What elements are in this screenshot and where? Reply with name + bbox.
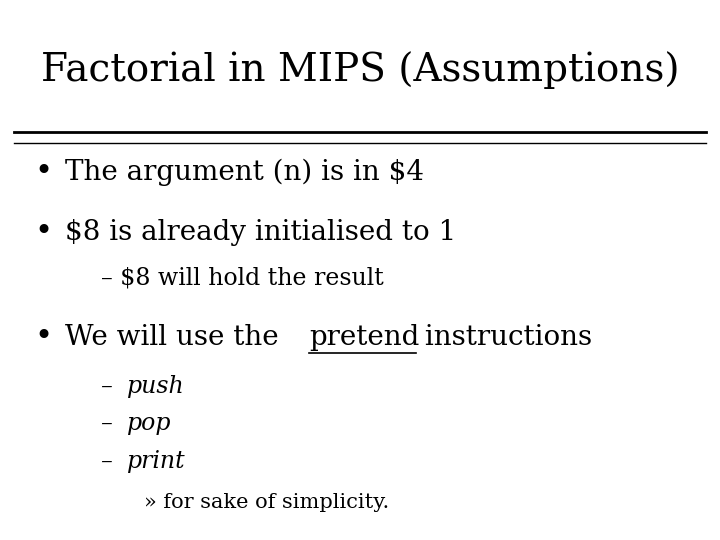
Text: The argument (n) is in $4: The argument (n) is in $4 [65, 159, 424, 186]
Text: » for sake of simplicity.: » for sake of simplicity. [144, 492, 390, 512]
Text: •: • [34, 157, 53, 188]
Text: –: – [101, 375, 120, 397]
Text: print: print [127, 450, 185, 473]
Text: push: push [127, 375, 184, 397]
Text: pretend: pretend [310, 324, 420, 351]
Text: •: • [34, 322, 53, 353]
Text: •: • [34, 217, 53, 248]
Text: –: – [101, 450, 120, 473]
Text: $8 is already initialised to 1: $8 is already initialised to 1 [65, 219, 456, 246]
Text: –: – [101, 413, 120, 435]
Text: instructions: instructions [416, 324, 593, 351]
Text: pop: pop [127, 413, 171, 435]
Text: Factorial in MIPS (Assumptions): Factorial in MIPS (Assumptions) [41, 51, 679, 89]
Text: We will use the: We will use the [65, 324, 287, 351]
Text: – $8 will hold the result: – $8 will hold the result [101, 267, 384, 289]
